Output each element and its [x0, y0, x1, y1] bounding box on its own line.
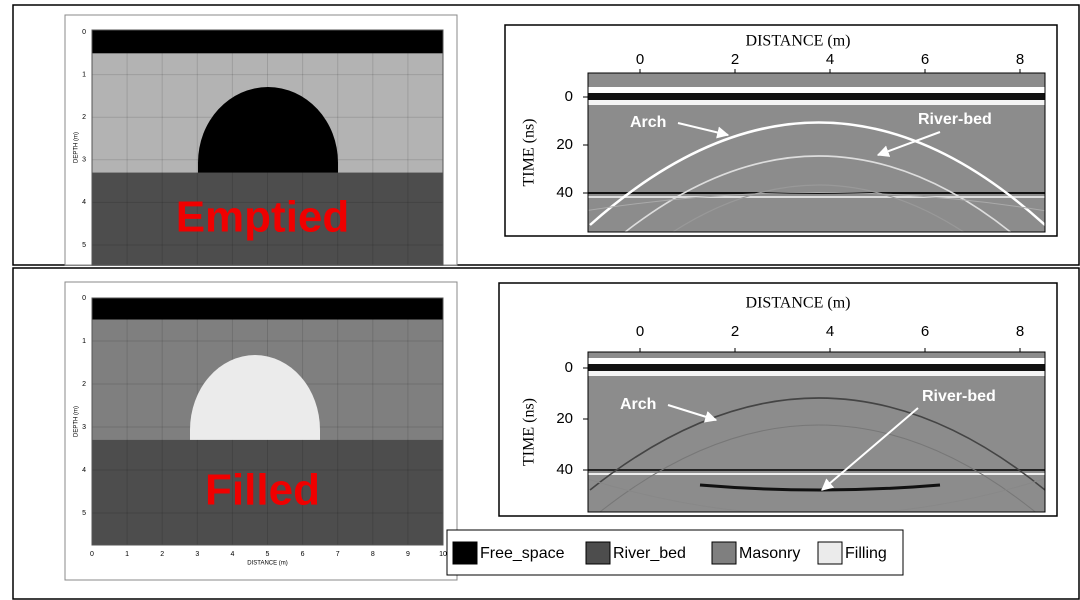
annotation: River-bed	[922, 388, 996, 405]
x-tick-label: 2	[731, 51, 739, 68]
y-tick-label: 5	[82, 510, 86, 517]
y-tick-label: 20	[556, 136, 573, 153]
x-tick-label: 0	[636, 51, 644, 68]
legend-label: Masonry	[739, 545, 800, 562]
x-tick-label: 2	[731, 323, 739, 340]
annotation: Arch	[630, 114, 666, 131]
y-tick-label: 40	[556, 184, 573, 201]
y-tick-label: 3	[82, 157, 86, 164]
y-tick-label: 3	[82, 424, 86, 431]
x-tick-label: 8	[1016, 51, 1024, 68]
free-space-layer	[92, 298, 443, 320]
x-tick-label: 4	[230, 551, 234, 558]
legend-label: Free_space	[480, 545, 565, 562]
x-axis-title: DISTANCE (m)	[746, 33, 851, 50]
radargram-image	[560, 73, 1070, 300]
x-tick-label: 4	[826, 51, 834, 68]
x-tick-label: 10	[439, 551, 447, 558]
legend-label: River_bed	[613, 545, 686, 562]
panel-label: Filled	[205, 466, 320, 515]
annotation: River-bed	[918, 111, 992, 128]
direct-wave	[588, 358, 1045, 364]
x-tick-label: 2	[160, 551, 164, 558]
y-axis-title: TIME (ns)	[521, 398, 538, 466]
x-tick-label: 8	[371, 551, 375, 558]
y-tick-label: 0	[82, 295, 86, 302]
x-axis-title: DISTANCE (m)	[746, 295, 851, 312]
y-tick-label: 20	[556, 410, 573, 427]
y-tick-label: 1	[82, 71, 86, 78]
figure: 0 1 2 3 4 5 DEPTH (m) Emptied 0 1 2 3 4 5 DEPTH (m) 0 1 2…	[0, 0, 1080, 600]
direct-wave	[588, 93, 1045, 100]
x-tick-label: 6	[921, 51, 929, 68]
y-tick-label: 5	[82, 242, 86, 249]
y-axis-title: DEPTH (m)	[74, 132, 80, 163]
x-tick-label: 1	[125, 551, 129, 558]
x-tick-label: 4	[826, 323, 834, 340]
y-axis-title: TIME (ns)	[521, 119, 538, 187]
direct-wave	[588, 371, 1045, 376]
y-tick-label: 40	[556, 461, 573, 478]
legend-label: Filling	[845, 545, 887, 562]
y-tick-label: 0	[565, 88, 573, 105]
legend-swatch	[712, 542, 736, 564]
x-tick-label: 8	[1016, 323, 1024, 340]
direct-wave	[588, 87, 1045, 93]
direct-wave	[588, 364, 1045, 371]
y-tick-label: 1	[82, 338, 86, 345]
x-tick-label: 0	[636, 323, 644, 340]
y-axis-title: DEPTH (m)	[74, 406, 80, 437]
x-tick-label: 5	[266, 551, 270, 558]
y-tick-label: 0	[82, 29, 86, 36]
x-tick-label: 9	[406, 551, 410, 558]
x-tick-label: 7	[336, 551, 340, 558]
y-tick-label: 2	[82, 381, 86, 388]
annotation: Arch	[620, 396, 656, 413]
x-tick-label: 3	[195, 551, 199, 558]
x-axis-title: DISTANCE (m)	[247, 561, 288, 567]
panel-label: Emptied	[176, 193, 350, 242]
x-tick-label: 6	[921, 323, 929, 340]
y-tick-label: 0	[565, 359, 573, 376]
y-tick-label: 2	[82, 114, 86, 121]
legend-swatch	[818, 542, 842, 564]
free-space-layer	[92, 30, 443, 53]
legend-swatch	[453, 542, 477, 564]
x-tick-label: 6	[301, 551, 305, 558]
y-tick-label: 4	[82, 199, 86, 206]
legend-swatch	[586, 542, 610, 564]
x-tick-label: 0	[90, 551, 94, 558]
direct-wave	[588, 100, 1045, 105]
y-tick-label: 4	[82, 467, 86, 474]
radargram-image	[560, 352, 1070, 520]
